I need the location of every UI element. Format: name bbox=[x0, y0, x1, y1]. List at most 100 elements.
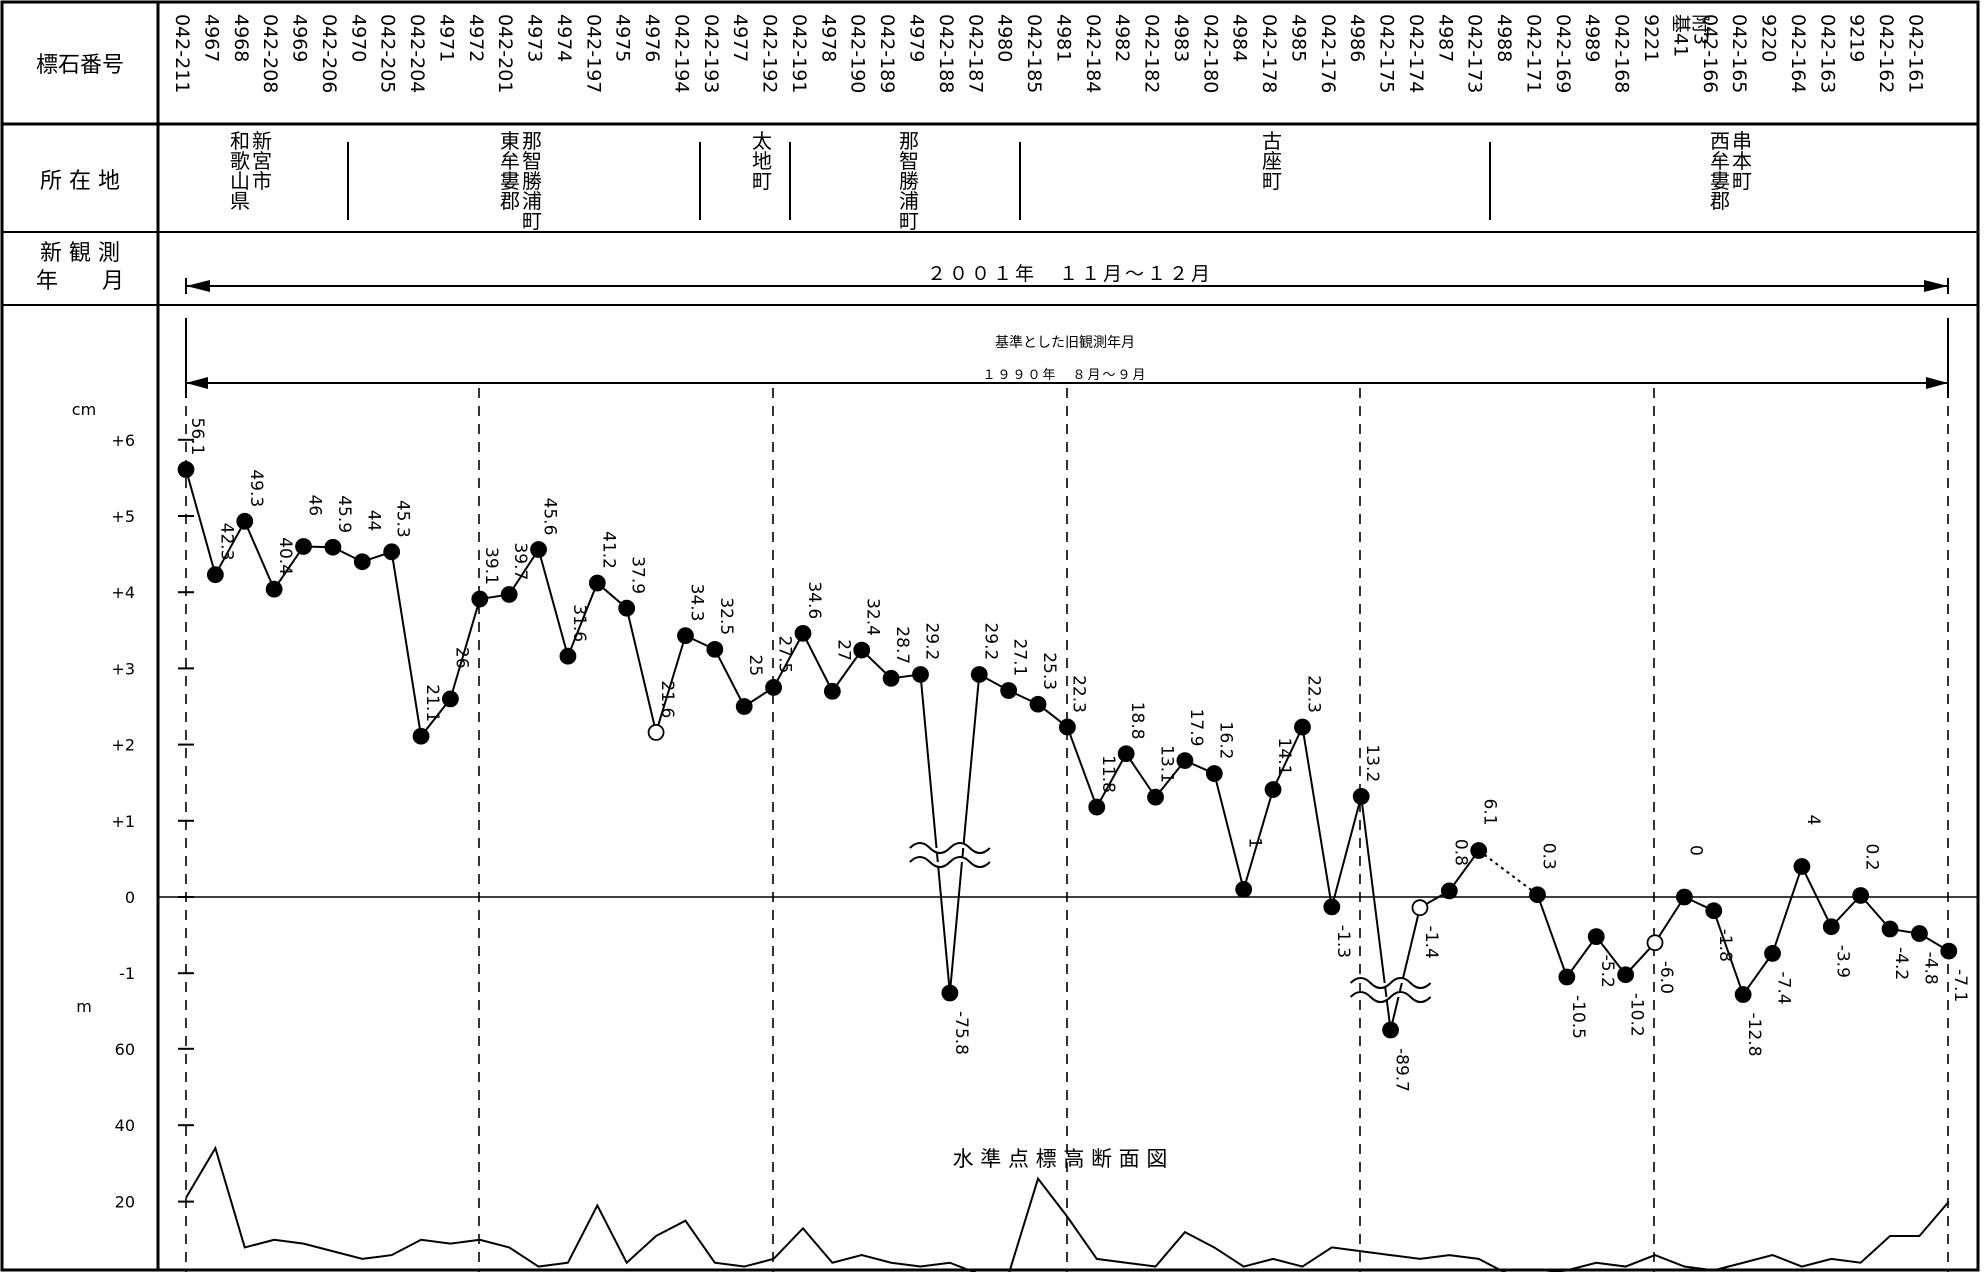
benchmark-label: 4969 bbox=[289, 14, 311, 62]
benchmark-label: 4974 bbox=[553, 14, 575, 62]
location-name: 那智勝浦町 bbox=[522, 129, 542, 233]
displacement-segment bbox=[243, 520, 276, 590]
benchmark-label: 4972 bbox=[465, 14, 487, 62]
benchmark-label: 附3 bbox=[1689, 14, 1711, 45]
data-label: 14.1 bbox=[1274, 738, 1294, 776]
data-label: 26 bbox=[451, 647, 471, 669]
data-label: -10.2 bbox=[1627, 993, 1647, 1037]
data-label: 28.7 bbox=[892, 626, 912, 664]
displacement-point bbox=[1764, 944, 1781, 962]
new-survey-period: ２００１年 １１月～１２月 bbox=[927, 263, 1213, 285]
benchmark-label: 042-171 bbox=[1522, 14, 1544, 93]
data-label: 0 bbox=[1685, 845, 1705, 856]
data-label: 34.6 bbox=[804, 581, 824, 619]
displacement-point bbox=[1587, 928, 1605, 946]
y-tick-label: +6 bbox=[111, 431, 135, 450]
displacement-point bbox=[706, 640, 724, 658]
benchmark-label: 4988 bbox=[1493, 14, 1515, 62]
data-label: 16.2 bbox=[1215, 722, 1235, 760]
displacement-point bbox=[1529, 886, 1546, 904]
break-wave bbox=[1349, 977, 1432, 989]
data-label: 27 bbox=[833, 639, 853, 661]
benchmark-label: 042-178 bbox=[1258, 14, 1280, 93]
data-label: 41.2 bbox=[598, 531, 618, 569]
benchmark-label: 042-194 bbox=[670, 14, 692, 93]
data-label: 39.1 bbox=[481, 547, 501, 585]
location-subname: 東牟婁郡 bbox=[500, 129, 520, 213]
benchmark-label: 9221 bbox=[1640, 14, 1662, 62]
benchmark-label: 4986 bbox=[1346, 14, 1368, 62]
benchmark-label: 4976 bbox=[641, 14, 663, 62]
data-label: -3.9 bbox=[1832, 945, 1852, 978]
displacement-point bbox=[1000, 682, 1018, 699]
benchmark-label: 042-197 bbox=[582, 14, 604, 93]
displacement-segment bbox=[1242, 789, 1275, 890]
data-label: 42.3 bbox=[216, 523, 236, 561]
displacement-point bbox=[1264, 781, 1282, 798]
displacement-point bbox=[383, 543, 401, 561]
data-label: -1.3 bbox=[1333, 925, 1353, 958]
y-tick-label: +2 bbox=[111, 736, 135, 755]
displacement-point bbox=[1705, 902, 1723, 920]
data-label: 34.3 bbox=[686, 584, 706, 622]
displacement-point bbox=[1352, 788, 1370, 805]
break-wave bbox=[909, 856, 991, 868]
benchmark-label: 042-182 bbox=[1141, 14, 1163, 93]
benchmark-label: 042-185 bbox=[1023, 14, 1045, 93]
benchmark-label: 042-189 bbox=[876, 14, 898, 93]
displacement-point bbox=[236, 512, 254, 530]
y-tick-label: +3 bbox=[111, 659, 135, 678]
data-label: -12.8 bbox=[1744, 1013, 1764, 1057]
data-label: 18.8 bbox=[1127, 702, 1147, 740]
displacement-point bbox=[353, 553, 371, 571]
benchmark-label: 042-187 bbox=[964, 14, 986, 93]
displacement-segment bbox=[1654, 896, 1686, 944]
displacement-point bbox=[823, 682, 841, 700]
data-label: 49.3 bbox=[246, 469, 266, 507]
displacement-point bbox=[1176, 752, 1194, 770]
displacement-point bbox=[1029, 695, 1047, 713]
displacement-point bbox=[882, 669, 900, 687]
data-label: 22.3 bbox=[1068, 675, 1088, 713]
benchmark-number-label: 標石番号 bbox=[36, 53, 124, 78]
data-label: 25.3 bbox=[1039, 652, 1059, 690]
data-label: -1.8 bbox=[1715, 929, 1735, 962]
displacement-segment bbox=[1301, 726, 1333, 908]
data-label: 32.5 bbox=[716, 597, 736, 635]
displacement-segment bbox=[508, 548, 540, 596]
benchmark-label: 042-162 bbox=[1875, 14, 1897, 93]
displacement-point bbox=[1617, 966, 1635, 984]
location-name: 串本町 bbox=[1732, 129, 1752, 193]
displacement-point bbox=[765, 679, 782, 696]
data-label: 29.2 bbox=[980, 622, 1000, 660]
displacement-segment bbox=[273, 545, 305, 590]
benchmark-label: 4987 bbox=[1434, 14, 1456, 62]
displacement-point bbox=[1235, 880, 1253, 898]
displacement-point bbox=[618, 599, 636, 617]
data-label: -75.8 bbox=[951, 1011, 971, 1055]
data-label: -7.4 bbox=[1774, 971, 1794, 1004]
y-tick-label: +5 bbox=[111, 507, 135, 526]
benchmark-label: 9220 bbox=[1758, 14, 1780, 62]
displacement-point bbox=[1440, 882, 1458, 900]
displacement-point bbox=[1558, 968, 1576, 986]
new-survey-label-line2: 年 月 bbox=[36, 269, 124, 294]
elevation-tick-label: 20 bbox=[115, 1193, 135, 1212]
axis-break-marker bbox=[1349, 977, 1432, 1003]
benchmark-label: 4967 bbox=[200, 14, 222, 62]
chart-title: 水 準 点 標 高 断 面 図 bbox=[953, 1147, 1168, 1171]
displacement-point bbox=[295, 538, 312, 555]
displacement-point bbox=[265, 580, 283, 598]
displacement-point bbox=[912, 666, 929, 683]
displacement-point bbox=[206, 566, 224, 584]
data-label: 25 bbox=[745, 655, 765, 677]
data-label: -4.2 bbox=[1891, 947, 1911, 980]
benchmark-label: 042-173 bbox=[1464, 14, 1486, 93]
y-tick-label: +1 bbox=[111, 812, 135, 831]
elevation-unit-label: m bbox=[76, 997, 92, 1016]
displacement-segment bbox=[1066, 726, 1098, 808]
benchmark-label: 042-174 bbox=[1405, 14, 1427, 93]
data-label: 0.2 bbox=[1862, 843, 1882, 870]
new-survey-arrow bbox=[185, 278, 1949, 294]
